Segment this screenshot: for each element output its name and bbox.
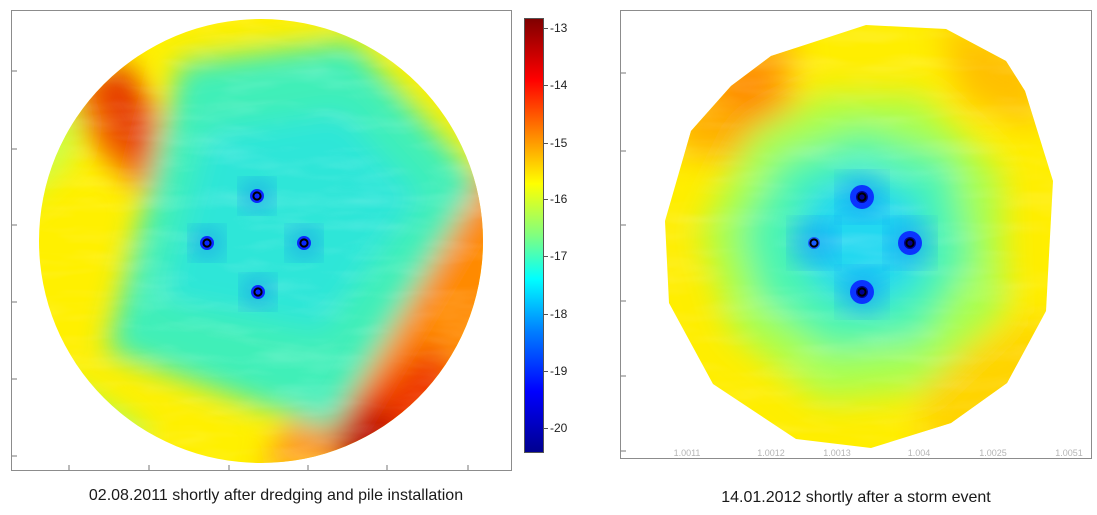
pile-scour-2011-4 xyxy=(251,285,265,299)
bathymetry-map-2012: 1.0011 1.0012 1.0013 1.004 1.0025 1.0051 xyxy=(621,25,1083,458)
colorbar-gradient xyxy=(524,18,544,453)
pile-scour-2011-3 xyxy=(297,236,311,250)
pile-scour-2011-2 xyxy=(200,236,214,250)
x-tick-label: 1.0011 xyxy=(674,448,701,458)
pile-marker-2011-2 xyxy=(202,238,212,248)
colorbar-tick-label: -18 xyxy=(550,307,568,321)
bathymetry-plot-2011 xyxy=(11,10,512,471)
caption-right: 14.01.2012 shortly after a storm event xyxy=(721,489,991,506)
x-tick-label: 1.0051 xyxy=(1055,448,1083,458)
colorbar: -13 -14 -15 -16 -17 -18 -19 -20 xyxy=(524,18,584,458)
pile-marker-2011-4 xyxy=(253,287,263,297)
colorbar-tick-label: -13 xyxy=(550,21,568,35)
pile-marker-2011-3 xyxy=(299,238,309,248)
x-tick-label: 1.0025 xyxy=(979,448,1007,458)
colorbar-tick-label: -15 xyxy=(550,136,568,150)
pile-scour-holes-2012 xyxy=(794,177,930,312)
axis-ticks-right xyxy=(621,72,626,452)
pile-marker-2011-1 xyxy=(252,191,262,201)
colorbar-tick-label: -19 xyxy=(550,364,568,378)
caption-left: 02.08.2011 shortly after dredging and pi… xyxy=(88,487,464,504)
x-tick-labels-right: 1.0011 1.0012 1.0013 1.004 1.0025 1.0051 xyxy=(674,448,1083,458)
pile-marker-2012-4 xyxy=(857,287,867,297)
pile-marker-2012-3 xyxy=(905,238,915,248)
x-tick-label: 1.0013 xyxy=(823,448,851,458)
bathymetry-field-2012 xyxy=(665,25,1053,448)
pile-marker-2012-2 xyxy=(809,238,819,248)
pile-marker-2012-1 xyxy=(857,192,867,202)
colorbar-tick-label: -17 xyxy=(550,249,568,263)
colorbar-tick-label: -16 xyxy=(550,192,568,206)
bathymetry-field-2011 xyxy=(39,19,483,463)
colorbar-tick-label: -14 xyxy=(550,78,568,92)
bathymetry-plot-2012: 1.0011 1.0012 1.0013 1.004 1.0025 1.0051 xyxy=(620,10,1092,459)
x-tick-label: 1.004 xyxy=(908,448,931,458)
x-tick-label: 1.0012 xyxy=(757,448,785,458)
bathymetry-map-2011 xyxy=(12,19,483,470)
pile-scour-holes-2011 xyxy=(193,182,318,306)
pile-scour-2011-1 xyxy=(250,189,264,203)
colorbar-tick-label: -20 xyxy=(550,421,568,435)
axis-ticks-left xyxy=(12,70,469,470)
